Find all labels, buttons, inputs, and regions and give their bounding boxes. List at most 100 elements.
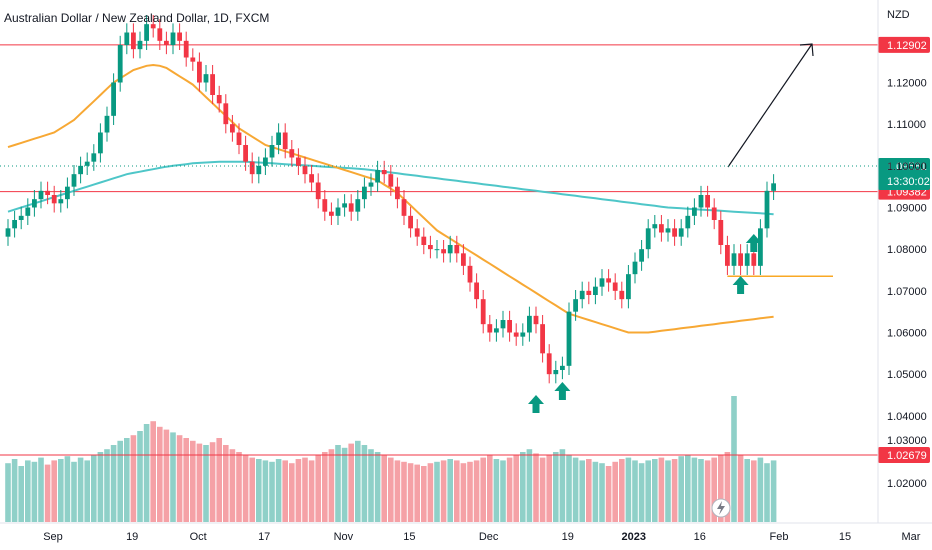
candle	[315, 173, 321, 209]
candle-body	[494, 328, 499, 333]
x-tick-label: 15	[839, 531, 851, 543]
candle	[441, 240, 446, 263]
candle	[725, 235, 730, 275]
candle-body	[355, 199, 361, 212]
candle-body	[685, 215, 691, 229]
candle-body	[124, 32, 130, 45]
y-tick-label: 1.03000	[887, 435, 927, 447]
trend-arrow-head	[799, 43, 814, 57]
volume-bar	[546, 454, 552, 522]
volume-bar	[632, 460, 638, 522]
candle-body	[98, 132, 103, 154]
candle-body	[263, 157, 268, 166]
candle	[276, 123, 281, 155]
candle-body	[474, 282, 479, 300]
candle	[197, 52, 202, 92]
candle-body	[25, 207, 31, 216]
candle	[45, 181, 50, 205]
volume-bar	[77, 457, 84, 522]
candle	[91, 144, 97, 171]
volume-bar	[275, 459, 282, 522]
candle	[665, 219, 671, 242]
x-tick-label: Oct	[190, 531, 207, 543]
candle	[210, 65, 215, 105]
volume-bar	[751, 460, 757, 522]
volume-bar	[315, 454, 321, 522]
volume-bar	[242, 454, 249, 522]
candle-body	[315, 182, 321, 200]
candle-body	[269, 145, 275, 158]
candle-body	[170, 32, 176, 45]
candle-body	[527, 315, 532, 333]
candle-body	[401, 199, 407, 216]
candle-body	[487, 324, 493, 333]
volume-bar	[586, 459, 592, 522]
y-tick-label: 1.12000	[887, 78, 927, 90]
candle-body	[249, 161, 255, 175]
candle	[98, 123, 103, 163]
volume-bar	[150, 421, 156, 522]
candle-body	[705, 195, 710, 208]
volume-bar	[427, 463, 434, 522]
candle	[698, 185, 704, 217]
volume-bar	[671, 459, 678, 522]
candle-body	[711, 207, 717, 220]
candle-body	[500, 320, 506, 329]
y-tick-label: 1.09000	[887, 203, 927, 215]
candle	[408, 206, 413, 238]
volume-bar	[612, 461, 618, 522]
candle	[401, 190, 407, 225]
volume-bar	[335, 445, 341, 522]
candle	[5, 219, 11, 246]
candle-body	[302, 165, 308, 175]
volume-bar	[44, 464, 51, 522]
y-tick-label: 1.11000	[887, 119, 926, 131]
volume-bar	[249, 457, 255, 522]
candle-body	[599, 278, 605, 287]
candle	[104, 106, 110, 142]
candle-body	[230, 124, 235, 133]
candle	[738, 244, 743, 275]
candle-body	[738, 253, 743, 266]
lightning-icon[interactable]	[711, 498, 731, 518]
candle	[639, 240, 644, 271]
candle-body	[434, 249, 440, 251]
candle	[566, 302, 572, 375]
candle	[771, 174, 776, 200]
candle-body	[137, 40, 143, 50]
volume-bar	[170, 432, 176, 522]
candle-body	[117, 45, 123, 83]
volume-bar	[434, 461, 440, 522]
candle	[692, 198, 697, 225]
volume-bar	[91, 454, 97, 522]
candle-body	[725, 245, 730, 266]
candle-body	[58, 199, 64, 204]
candle-body	[362, 186, 367, 200]
candle	[38, 181, 44, 209]
candle	[25, 198, 31, 225]
x-tick-label: 19	[126, 531, 138, 543]
volume-bar	[770, 460, 777, 522]
arrow-up-icon	[554, 382, 571, 400]
candle	[606, 269, 611, 292]
volume-bar	[216, 438, 222, 522]
candle	[236, 123, 242, 155]
candle-body	[296, 157, 301, 166]
level-label: 1.12902	[887, 40, 927, 52]
volume-bar	[638, 463, 645, 522]
volume-bar	[110, 445, 117, 522]
volume-bar	[500, 460, 506, 522]
candle	[355, 190, 361, 221]
volume-bar	[579, 460, 585, 522]
candle-body	[540, 324, 545, 354]
candle	[540, 315, 545, 363]
candle-body	[111, 82, 116, 116]
volume-bar	[302, 457, 308, 522]
candle	[579, 281, 585, 309]
arrow-up-icon	[732, 276, 749, 294]
x-tick-label: 2023	[622, 531, 646, 543]
candle	[335, 198, 341, 225]
volume-bar	[605, 466, 612, 522]
